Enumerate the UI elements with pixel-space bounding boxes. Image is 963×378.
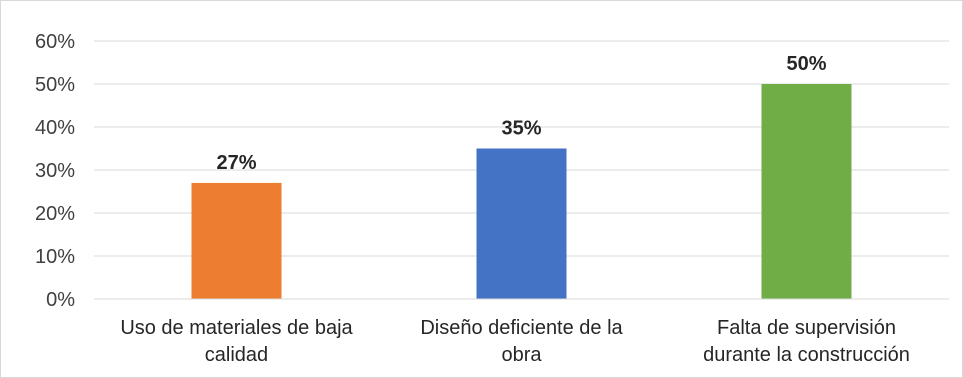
y-tick-label-2: 20% [35, 203, 75, 225]
data-label-0: 27% [216, 152, 256, 174]
bar-0 [191, 182, 282, 299]
y-tick-label-5: 50% [35, 74, 75, 96]
y-tick-label-1: 10% [35, 246, 75, 268]
y-tick-label-6: 60% [35, 31, 75, 53]
category-label-0-line-0: Uso de materiales de baja [120, 317, 353, 339]
category-label-1-line-1: obra [501, 344, 542, 366]
data-label-2: 50% [786, 53, 826, 75]
bar-1 [476, 148, 567, 299]
y-tick-label-4: 40% [35, 117, 75, 139]
data-label-1: 35% [501, 118, 541, 140]
y-tick-label-3: 30% [35, 160, 75, 182]
category-label-2-line-0: Falta de supervisión [717, 317, 896, 339]
category-label-1-line-0: Diseño deficiente de la [420, 317, 623, 339]
category-label-0-line-1: calidad [205, 344, 268, 366]
category-label-2-line-1: durante la construcción [703, 344, 910, 366]
y-tick-label-0: 0% [46, 289, 75, 311]
bar-2 [761, 84, 852, 299]
